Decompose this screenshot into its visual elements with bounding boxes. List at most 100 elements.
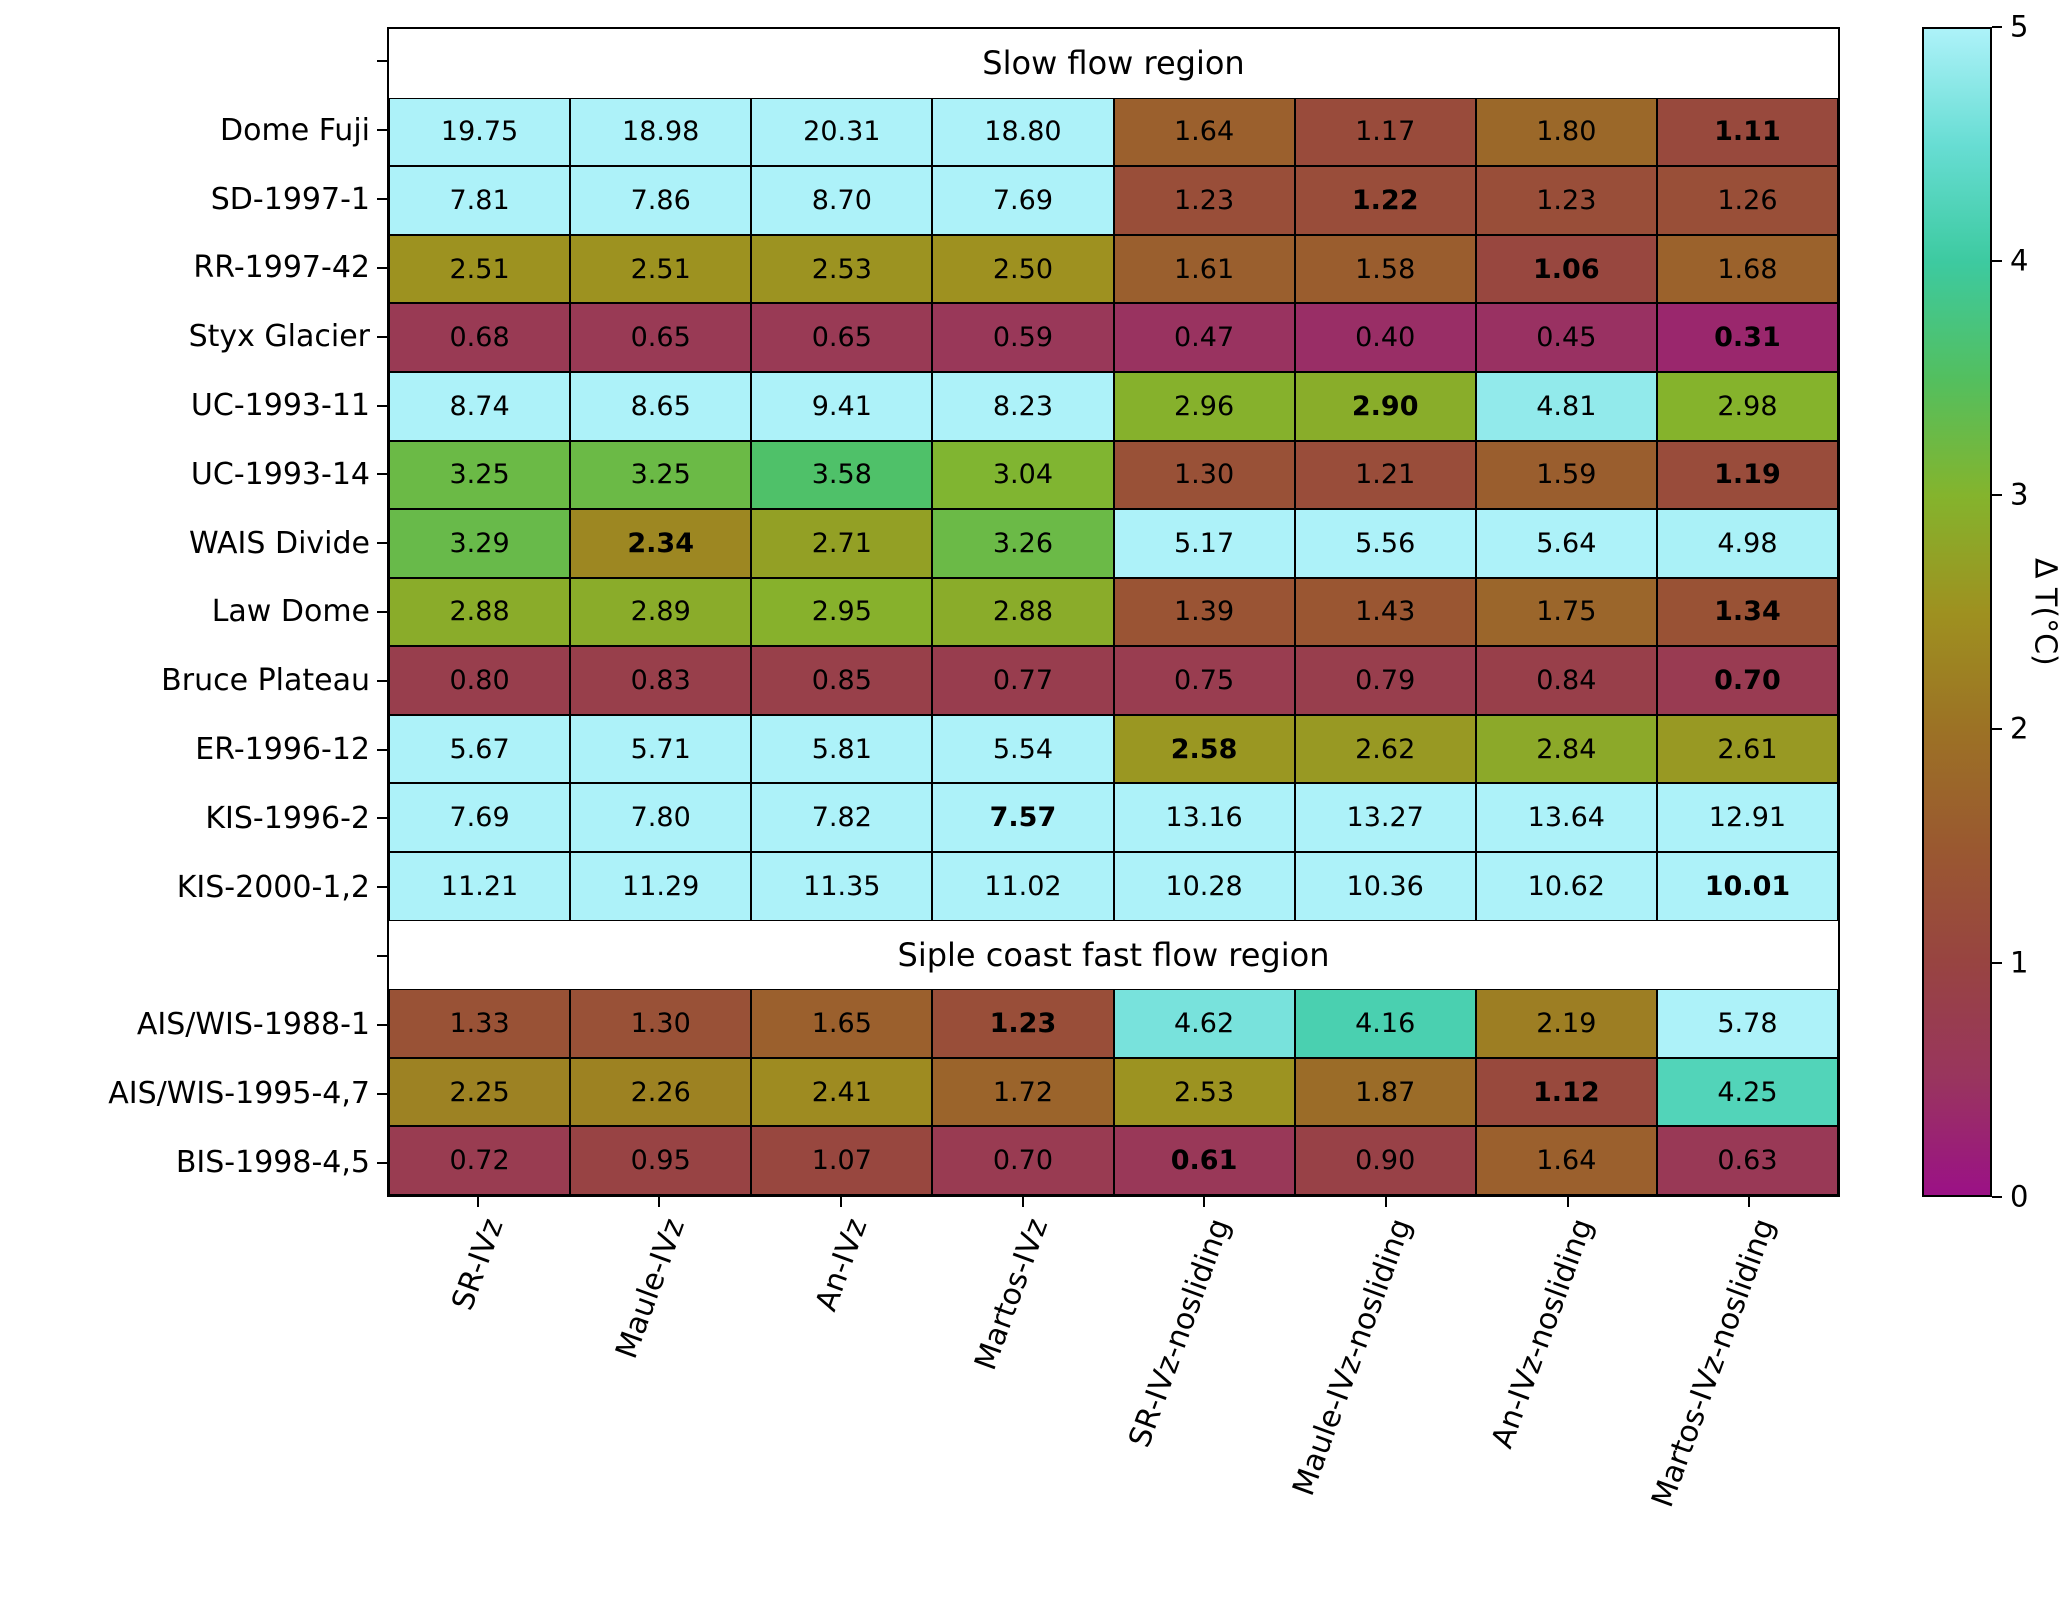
y-axis-label: WAIS Divide xyxy=(189,525,370,561)
heatmap-cell: 0.80 xyxy=(389,646,571,715)
heatmap-cell: 11.29 xyxy=(570,852,752,921)
colorbar-tick-label: 4 xyxy=(2010,243,2029,278)
x-tick xyxy=(1114,1197,1296,1207)
heatmap-cell: 5.56 xyxy=(1294,509,1476,578)
x-axis-label: Maule-IVz xyxy=(609,1214,693,1364)
section-header: Siple coast fast flow region xyxy=(389,920,1838,990)
heatmap-cell-value: 1.58 xyxy=(1355,253,1416,285)
heatmap-cell-value: 1.19 xyxy=(1714,459,1781,491)
heatmap-cell: 1.30 xyxy=(570,989,752,1058)
heatmap-cell: 2.19 xyxy=(1475,989,1657,1058)
heatmap-cell: 5.71 xyxy=(570,714,752,784)
heatmap-cell-value: 1.23 xyxy=(1174,184,1235,216)
heatmap-cell: 0.70 xyxy=(932,1126,1114,1195)
heatmap-cell-value: 9.41 xyxy=(811,390,872,422)
heatmap-cell: 2.61 xyxy=(1656,714,1838,784)
heatmap-cell: 10.62 xyxy=(1475,852,1657,921)
colorbar-ticks: 0 1 2 3 4 5 xyxy=(1992,12,2062,1211)
heatmap-cell: 18.80 xyxy=(932,97,1114,167)
heatmap-cell-value: 2.96 xyxy=(1174,390,1235,422)
x-axis-label: An-IVz xyxy=(808,1214,874,1316)
y-tick xyxy=(377,646,387,715)
heatmap-cell: 1.07 xyxy=(751,1126,933,1195)
heatmap-cell-value: 8.74 xyxy=(449,390,510,422)
heatmap-cell-value: 4.62 xyxy=(1174,1008,1235,1040)
heatmap-cell-value: 2.88 xyxy=(449,596,510,628)
heatmap-cell-value: 0.63 xyxy=(1717,1145,1778,1177)
heatmap-cell: 2.53 xyxy=(751,234,933,304)
heatmap-cell-value: 13.27 xyxy=(1346,802,1424,834)
heatmap-cell-value: 20.31 xyxy=(803,116,881,148)
heatmap-cell-value: 0.75 xyxy=(1174,665,1235,697)
heatmap-cell-value: 2.51 xyxy=(449,253,510,285)
heatmap-cell: 13.64 xyxy=(1475,783,1657,853)
heatmap-cell: 2.53 xyxy=(1113,1057,1295,1127)
x-tick xyxy=(750,1197,932,1207)
heatmap-cell-value: 1.64 xyxy=(1536,1145,1597,1177)
y-axis-label: Bruce Plateau xyxy=(161,663,370,699)
heatmap-cell: 0.83 xyxy=(570,646,752,715)
colorbar-tick xyxy=(1992,962,2002,964)
x-axis-label: SR-IVz xyxy=(445,1214,511,1315)
x-tick xyxy=(1295,1197,1477,1207)
heatmap-cell-value: 0.65 xyxy=(811,322,872,354)
heatmap-cell-value: 2.51 xyxy=(630,253,691,285)
colorbar-tick-label: 2 xyxy=(2010,711,2029,746)
heatmap-cell: 1.11 xyxy=(1656,97,1838,167)
heatmap-cell-value: 1.30 xyxy=(1174,459,1235,491)
colorbar-gradient xyxy=(1924,29,1990,1195)
heatmap-cell-value: 11.21 xyxy=(440,870,519,902)
heatmap-cell-value: 5.78 xyxy=(1717,1008,1778,1040)
x-axis-label: An-IVz-nosliding xyxy=(1484,1214,1601,1453)
heatmap-cell-value: 1.87 xyxy=(1355,1076,1416,1108)
heatmap-cell: 2.90 xyxy=(1294,371,1476,441)
heatmap-cell: 1.23 xyxy=(932,989,1114,1058)
heatmap-cell-value: 1.21 xyxy=(1355,459,1416,491)
heatmap-cell: 0.65 xyxy=(751,303,933,372)
heatmap-cell: 0.45 xyxy=(1475,303,1657,372)
heatmap-cell-value: 1.64 xyxy=(1174,116,1235,148)
heatmap-cell: 3.26 xyxy=(932,509,1114,578)
heatmap-cell-value: 1.06 xyxy=(1533,253,1600,285)
heatmap-cell-value: 1.34 xyxy=(1714,596,1781,628)
heatmap-cell: 1.19 xyxy=(1656,440,1838,510)
heatmap-cell: 2.98 xyxy=(1656,371,1838,441)
heatmap-cell: 1.75 xyxy=(1475,577,1657,647)
heatmap-cell-value: 5.81 xyxy=(811,733,872,765)
heatmap-cell: 1.26 xyxy=(1656,166,1838,235)
heatmap-cell-value: 11.35 xyxy=(803,870,881,902)
heatmap-cell-value: 1.75 xyxy=(1536,596,1597,628)
heatmap-cell-value: 2.50 xyxy=(992,253,1053,285)
section-header: Slow flow region xyxy=(389,29,1838,98)
heatmap-cell-value: 2.90 xyxy=(1351,390,1419,422)
x-tick xyxy=(387,1197,569,1207)
y-axis-label: Dome Fuji xyxy=(220,112,370,148)
heatmap-cell: 1.64 xyxy=(1113,97,1295,167)
heatmap-cell-value: 2.53 xyxy=(811,253,872,285)
heatmap-cell: 0.40 xyxy=(1294,303,1476,372)
heatmap-cell-value: 18.80 xyxy=(984,116,1062,148)
heatmap-cell: 1.43 xyxy=(1294,577,1476,647)
x-tick xyxy=(1477,1197,1659,1207)
heatmap-cell-value: 2.84 xyxy=(1536,733,1597,765)
colorbar-tick-label: 3 xyxy=(2010,477,2029,512)
y-axis-label: Styx Glacier xyxy=(188,319,370,355)
heatmap-cell-value: 0.80 xyxy=(449,665,510,697)
heatmap-cell: 11.02 xyxy=(932,852,1114,921)
heatmap-cell-value: 11.02 xyxy=(984,870,1062,902)
heatmap-cell: 5.64 xyxy=(1475,509,1657,578)
heatmap-cell: 2.71 xyxy=(751,509,933,578)
x-tick xyxy=(932,1197,1114,1207)
heatmap-cell: 0.72 xyxy=(389,1126,571,1195)
heatmap-cell: 7.80 xyxy=(570,783,752,853)
y-tick xyxy=(377,302,387,371)
heatmap-cell: 7.81 xyxy=(389,166,571,235)
heatmap-cell: 1.21 xyxy=(1294,440,1476,510)
heatmap-cell: 7.69 xyxy=(932,166,1114,235)
heatmap-cell: 8.70 xyxy=(751,166,933,235)
heatmap-cell: 7.86 xyxy=(570,166,752,235)
heatmap-cell: 0.31 xyxy=(1656,303,1838,372)
heatmap-cell: 9.41 xyxy=(751,371,933,441)
heatmap-cell: 2.95 xyxy=(751,577,933,647)
